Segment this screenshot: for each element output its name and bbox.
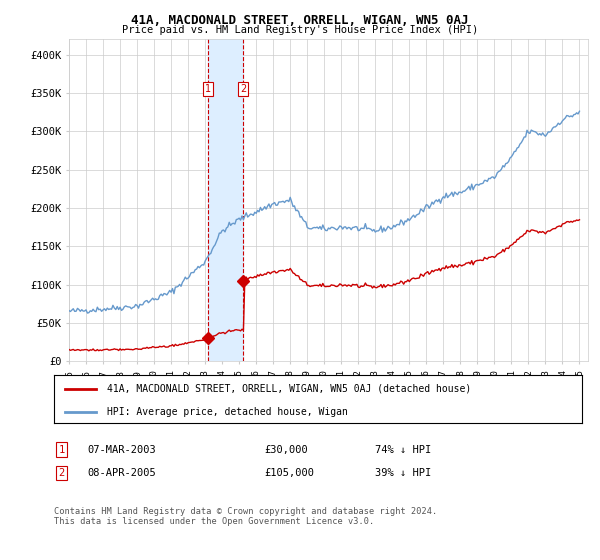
Text: 39% ↓ HPI: 39% ↓ HPI bbox=[375, 468, 431, 478]
Text: 74% ↓ HPI: 74% ↓ HPI bbox=[375, 445, 431, 455]
Text: 07-MAR-2003: 07-MAR-2003 bbox=[87, 445, 156, 455]
Text: Contains HM Land Registry data © Crown copyright and database right 2024.
This d: Contains HM Land Registry data © Crown c… bbox=[54, 507, 437, 526]
Bar bbox=[208, 39, 244, 361]
Text: 2: 2 bbox=[59, 468, 65, 478]
Text: £30,000: £30,000 bbox=[264, 445, 308, 455]
Text: 41A, MACDONALD STREET, ORRELL, WIGAN, WN5 0AJ (detached house): 41A, MACDONALD STREET, ORRELL, WIGAN, WN… bbox=[107, 384, 471, 394]
Text: 08-APR-2005: 08-APR-2005 bbox=[87, 468, 156, 478]
Text: Price paid vs. HM Land Registry's House Price Index (HPI): Price paid vs. HM Land Registry's House … bbox=[122, 25, 478, 35]
Text: 41A, MACDONALD STREET, ORRELL, WIGAN, WN5 0AJ: 41A, MACDONALD STREET, ORRELL, WIGAN, WN… bbox=[131, 14, 469, 27]
Text: £105,000: £105,000 bbox=[264, 468, 314, 478]
Text: 1: 1 bbox=[59, 445, 65, 455]
Text: HPI: Average price, detached house, Wigan: HPI: Average price, detached house, Wiga… bbox=[107, 407, 347, 417]
Text: 2: 2 bbox=[240, 84, 247, 94]
Text: 1: 1 bbox=[205, 84, 211, 94]
